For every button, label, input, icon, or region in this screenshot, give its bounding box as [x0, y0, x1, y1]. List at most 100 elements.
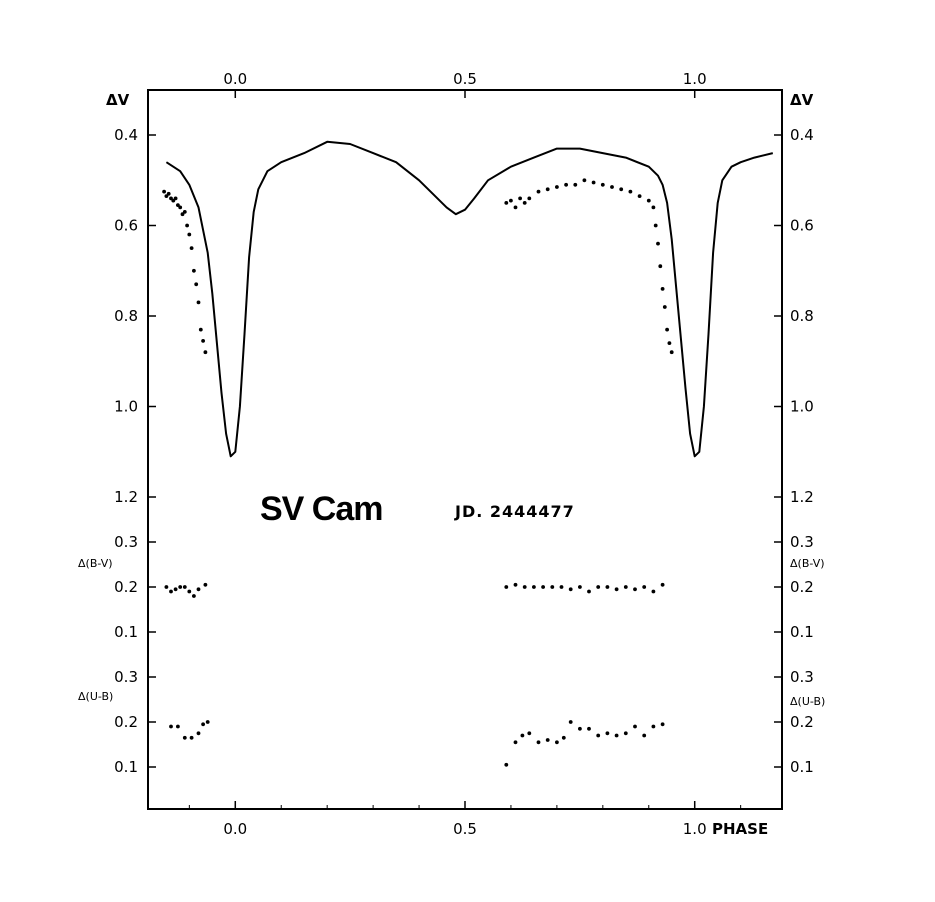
- observation-point-v: [504, 201, 509, 205]
- observation-point-v: [522, 201, 527, 205]
- observation-point-u-b: [205, 720, 210, 724]
- observation-point-v: [166, 191, 171, 196]
- observation-point-b-v: [623, 585, 628, 589]
- y-tick-label-left: 0.1: [114, 623, 138, 641]
- observation-point-u-b: [642, 733, 647, 738]
- y-tick-label-right: 0.1: [790, 758, 814, 776]
- observation-point-v: [180, 212, 185, 217]
- y-tick-label-right: 0.3: [790, 533, 814, 551]
- observation-point-u-b: [605, 731, 610, 736]
- observation-point-b-v: [178, 585, 183, 589]
- observation-point-u-b: [614, 733, 619, 738]
- observation-point-v: [662, 305, 667, 309]
- observation-point-b-v: [196, 587, 201, 592]
- observation-point-u-b: [587, 726, 591, 731]
- observation-point-v: [564, 182, 568, 187]
- y-tick-label-right: 0.2: [790, 578, 814, 596]
- observation-point-v: [591, 180, 596, 185]
- observation-point-u-b: [504, 762, 509, 767]
- observation-point-b-v: [587, 589, 591, 594]
- observation-point-b-v: [187, 589, 192, 594]
- observation-point-b-v: [532, 585, 536, 589]
- y-tick-label-left: 0.6: [114, 217, 138, 235]
- observation-point-v: [610, 185, 614, 189]
- observation-point-v: [164, 194, 169, 199]
- observation-point-b-v: [660, 582, 665, 587]
- observation-point-b-v: [522, 585, 527, 589]
- observation-point-v: [536, 189, 541, 194]
- right-bv-label: Δ(B-V): [790, 557, 825, 570]
- observation-point-u-b: [623, 731, 628, 736]
- y-tick-label-right: 0.4: [790, 126, 814, 144]
- observation-point-u-b: [596, 733, 601, 738]
- observation-point-u-b: [513, 740, 518, 745]
- observation-point-b-v: [568, 587, 573, 592]
- x-tick-label-top: 0.0: [223, 70, 247, 88]
- observation-point-v: [600, 182, 605, 187]
- observation-point-b-v: [642, 585, 647, 589]
- y-tick-label-right: 0.8: [790, 307, 814, 325]
- y-tick-label-right: 0.3: [790, 668, 814, 686]
- observation-point-v: [189, 246, 194, 251]
- observation-point-v: [667, 341, 672, 345]
- observation-point-b-v: [513, 582, 518, 587]
- observation-point-v: [628, 189, 633, 194]
- observation-point-u-b: [633, 724, 637, 729]
- left-ub-label: Δ(U-B): [78, 690, 113, 703]
- y-tick-label-left: 0.8: [114, 307, 138, 325]
- left-bv-label: Δ(B-V): [78, 557, 113, 570]
- observation-point-b-v: [559, 585, 564, 589]
- y-tick-label-right: 1.0: [790, 398, 814, 416]
- observation-point-v: [518, 196, 522, 201]
- y-tick-label-left: 0.3: [114, 668, 138, 686]
- observation-point-v: [194, 282, 199, 287]
- observation-point-v: [198, 327, 203, 332]
- observation-point-b-v: [578, 585, 582, 589]
- observation-point-v: [646, 198, 651, 203]
- observation-point-b-v: [173, 587, 178, 592]
- observation-point-v: [196, 300, 201, 305]
- observation-point-u-b: [578, 726, 582, 731]
- observation-point-v: [201, 339, 206, 343]
- observation-point-u-b: [561, 735, 566, 740]
- observation-point-u-b: [536, 740, 541, 745]
- julian-date-label: JD. 2444477: [454, 502, 575, 521]
- observation-point-u-b: [520, 733, 525, 738]
- observation-point-v: [665, 327, 669, 332]
- observation-point-u-b: [555, 740, 559, 745]
- observation-point-u-b: [545, 738, 550, 742]
- observation-point-v: [173, 196, 178, 201]
- y-tick-label-right: 0.1: [790, 623, 814, 641]
- observation-point-v: [669, 350, 674, 355]
- observation-point-v: [651, 205, 656, 210]
- observation-point-v: [653, 223, 658, 228]
- observation-point-v: [656, 241, 660, 246]
- model-light-curve: [165, 140, 774, 458]
- observation-point-u-b: [201, 722, 206, 727]
- y-tick-label-left: 0.4: [114, 126, 138, 144]
- observation-point-b-v: [169, 589, 173, 594]
- y-tick-label-right: 1.2: [790, 488, 814, 506]
- observation-point-v: [509, 198, 513, 203]
- observation-point-v: [660, 287, 665, 291]
- observation-point-v: [582, 178, 587, 183]
- observation-point-b-v: [596, 585, 601, 589]
- observation-point-u-b: [176, 724, 180, 729]
- observation-point-v: [637, 194, 642, 199]
- observation-point-b-v: [203, 582, 208, 587]
- y-tick-label-right: 0.6: [790, 217, 814, 235]
- observation-point-b-v: [614, 587, 619, 592]
- x-tick-label-bottom: 0.0: [223, 820, 247, 838]
- observation-point-v: [513, 205, 518, 210]
- y-tick-label-left: 0.3: [114, 533, 138, 551]
- plot-frame: [147, 89, 783, 810]
- right-ub-label: Δ(U-B): [790, 695, 825, 708]
- y-tick-label-left: 0.2: [114, 578, 138, 596]
- left-y-axis-title: ΔV: [106, 91, 130, 109]
- observation-point-u-b: [527, 731, 532, 736]
- observation-point-b-v: [605, 585, 610, 589]
- observation-point-v: [545, 187, 550, 192]
- x-tick-label-top: 0.5: [453, 70, 477, 88]
- observation-point-v: [203, 350, 208, 355]
- x-tick-label-bottom: 1.0: [683, 820, 707, 838]
